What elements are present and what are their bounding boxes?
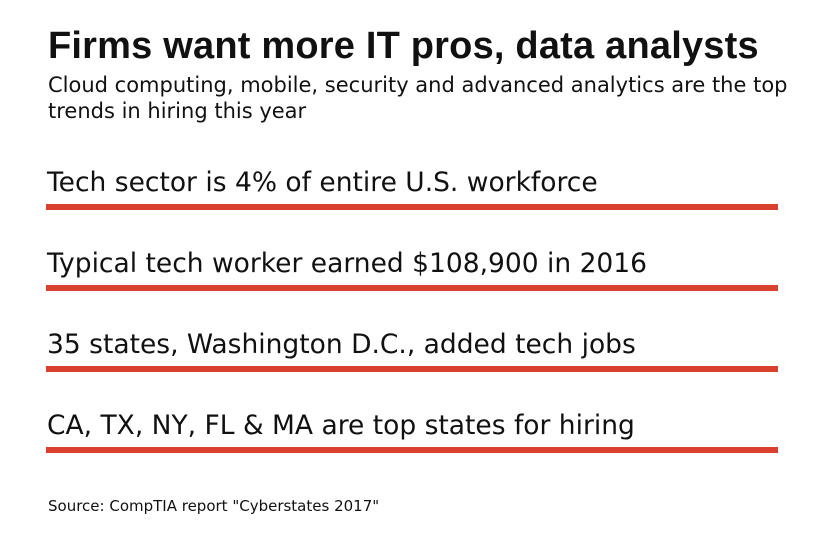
page-subtitle: Cloud computing, mobile, security and ad… [48, 73, 788, 123]
fact-item: Tech sector is 4% of entire U.S. workfor… [46, 164, 778, 210]
fact-underline [46, 204, 778, 210]
fact-text: CA, TX, NY, FL & MA are top states for h… [47, 410, 635, 441]
fact-item: 35 states, Washington D.C., added tech j… [46, 326, 778, 372]
fact-underline [46, 366, 778, 372]
fact-item: CA, TX, NY, FL & MA are top states for h… [46, 407, 778, 453]
fact-underline [46, 447, 778, 453]
source-note: Source: CompTIA report "Cyberstates 2017… [48, 497, 380, 515]
fact-item: Typical tech worker earned $108,900 in 2… [46, 245, 778, 291]
fact-underline [46, 285, 778, 291]
fact-text: Tech sector is 4% of entire U.S. workfor… [47, 167, 598, 198]
fact-text: Typical tech worker earned $108,900 in 2… [47, 248, 648, 279]
page-title: Firms want more IT pros, data analysts [48, 25, 759, 67]
fact-text: 35 states, Washington D.C., added tech j… [47, 329, 636, 360]
